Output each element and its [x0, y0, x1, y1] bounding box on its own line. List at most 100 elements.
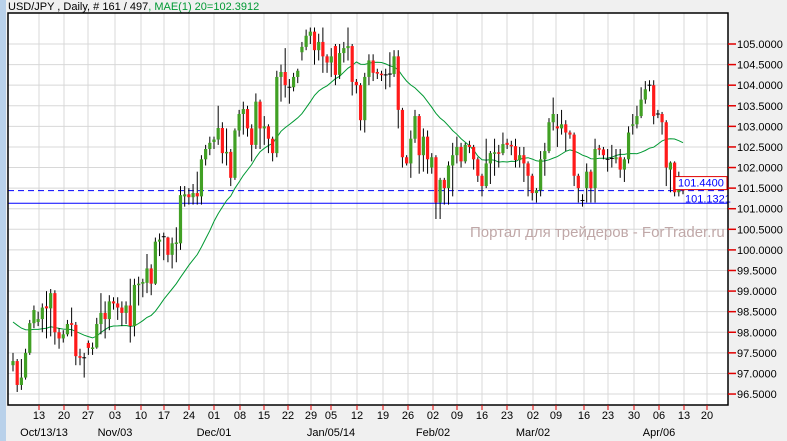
candle-body-bull	[626, 132, 631, 160]
x-tick-label: 02	[527, 410, 539, 422]
y-tick-label: 98.5000	[737, 307, 777, 319]
candle	[513, 138, 518, 168]
candle	[116, 297, 120, 320]
x-tick-label: 06	[653, 410, 665, 422]
candle-body-bull	[107, 301, 111, 320]
candle-body-bull	[363, 76, 367, 121]
candle	[455, 136, 459, 164]
candle	[635, 105, 639, 129]
candle-body-bear	[530, 175, 534, 194]
candle	[99, 293, 103, 335]
candle-body-bull	[438, 179, 442, 203]
x-tick-label: 27	[82, 410, 94, 422]
candle-body-bear	[283, 72, 287, 86]
candle-body-bull	[409, 138, 413, 164]
window-edge	[0, 0, 6, 441]
candle	[49, 289, 53, 337]
candle-body-bull	[216, 128, 220, 140]
month-label: Jan/05/14	[307, 427, 355, 439]
x-tick-label: 12	[351, 410, 363, 422]
candle	[216, 105, 220, 145]
month-label: Mar/02	[516, 427, 550, 439]
candle	[291, 72, 296, 92]
candle-body-bear	[396, 56, 400, 110]
candle-body-bull	[233, 130, 237, 178]
candle-body-bull	[208, 142, 212, 150]
candle	[509, 140, 513, 156]
candle-body-bear	[509, 144, 513, 147]
time-axis[interactable]: 13 20 27 03 10 17 24 01 08 15 22 29 05 12 19 26 02 09 16 23…	[20, 405, 713, 439]
candle-body-bear	[149, 268, 153, 284]
candle-body-bull	[488, 153, 492, 164]
candle	[497, 144, 501, 168]
candle	[157, 233, 162, 257]
candle	[23, 348, 28, 380]
candle-body-bull	[11, 361, 15, 366]
candle	[254, 93, 258, 150]
candle-body-bear	[57, 332, 61, 339]
candle-body-bull	[492, 152, 497, 154]
candle	[358, 83, 363, 131]
candle	[522, 146, 526, 182]
candle	[446, 161, 451, 205]
candle	[61, 330, 65, 343]
candle	[183, 186, 187, 207]
candle	[350, 44, 354, 96]
candle	[346, 27, 350, 61]
candle	[609, 144, 614, 168]
candle	[170, 237, 174, 269]
candle-body-bull	[204, 149, 208, 160]
candle-body-bear	[116, 303, 120, 308]
candle	[300, 41, 304, 61]
candle-body-bull	[275, 76, 279, 154]
candle-body-bull	[543, 151, 547, 160]
candle	[467, 140, 472, 154]
candle-body-bull	[174, 242, 178, 244]
candle-body-bull	[593, 149, 597, 189]
candle-body-bear	[476, 159, 480, 176]
candle	[518, 146, 522, 168]
candle-body-bear	[53, 293, 57, 333]
candle	[325, 54, 329, 73]
candle-body-bear	[229, 151, 233, 178]
candle	[103, 301, 107, 339]
candle-body-bull	[639, 99, 643, 117]
candle-body-bear	[375, 72, 379, 74]
candle	[379, 70, 384, 82]
candle	[660, 111, 664, 135]
x-tick-label: 01	[208, 410, 220, 422]
candle-body-bull	[614, 157, 618, 160]
candle	[95, 317, 99, 349]
candle	[492, 138, 497, 176]
candle-body-bull	[392, 56, 396, 75]
candle	[195, 171, 199, 205]
candle-body-bull	[99, 312, 103, 325]
candle	[363, 72, 367, 133]
candle-body-bull	[296, 70, 300, 77]
candle	[342, 41, 346, 63]
price-axis[interactable]: 96.5000 97.0000 97.5000 98.0000 98.5000 99.00…	[728, 39, 783, 401]
candle-body-bull	[254, 101, 258, 145]
candle-body-bull	[241, 109, 245, 115]
candle-body-bull	[19, 377, 23, 385]
candle-body-bear	[589, 171, 593, 189]
candle	[11, 352, 15, 372]
candle	[639, 87, 643, 119]
candle	[241, 101, 245, 135]
candle	[664, 120, 668, 187]
candle-body-bull	[40, 307, 44, 320]
candle-body-bull	[501, 144, 505, 154]
y-tick-label: 104.0000	[737, 80, 783, 92]
candle-body-bear	[526, 163, 530, 176]
x-tick-label: 15	[258, 410, 270, 422]
candle-body-bull	[643, 89, 647, 100]
candle	[44, 291, 49, 339]
candle	[585, 163, 589, 203]
candle-body-bull	[132, 284, 137, 327]
candle-body-bull	[631, 124, 635, 126]
candle-body-bull	[279, 72, 283, 77]
candle	[425, 130, 430, 174]
candle-body-bear	[371, 60, 375, 73]
candle-body-bear	[434, 157, 438, 203]
